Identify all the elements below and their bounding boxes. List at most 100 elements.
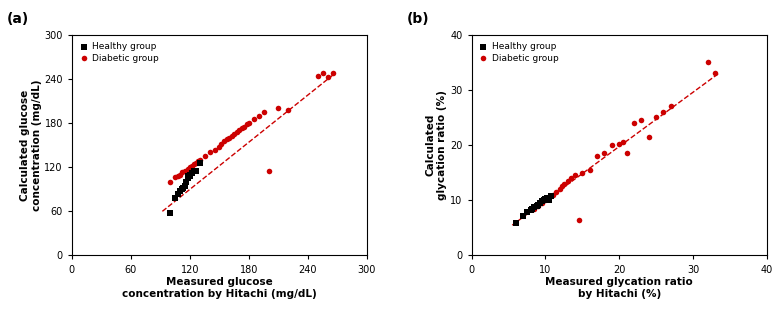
Diabetic group: [568, 173, 581, 178]
Diabetic group: [183, 165, 196, 170]
Diabetic group: [555, 184, 568, 189]
Diabetic group: [665, 104, 677, 109]
Diabetic group: [186, 163, 198, 168]
Healthy group: [528, 204, 541, 209]
Diabetic group: [605, 143, 618, 148]
Healthy group: [532, 202, 544, 207]
Diabetic group: [311, 73, 324, 78]
Diabetic group: [535, 201, 548, 206]
Healthy group: [186, 170, 198, 175]
Healthy group: [539, 197, 552, 202]
Diabetic group: [617, 140, 630, 145]
Diabetic group: [164, 179, 176, 184]
Healthy group: [182, 176, 194, 181]
Diabetic group: [248, 117, 260, 122]
Diabetic group: [532, 203, 544, 208]
Diabetic group: [218, 139, 230, 144]
Diabetic group: [191, 159, 204, 164]
Diabetic group: [282, 107, 295, 112]
Diabetic group: [182, 166, 194, 171]
Diabetic group: [528, 206, 541, 211]
Diabetic group: [628, 121, 641, 126]
Healthy group: [176, 185, 189, 190]
Healthy group: [172, 192, 184, 197]
Diabetic group: [194, 157, 206, 162]
Diabetic group: [583, 167, 596, 172]
Diabetic group: [539, 198, 552, 203]
Diabetic group: [252, 113, 265, 118]
Diabetic group: [702, 60, 714, 65]
Healthy group: [183, 172, 196, 177]
Healthy group: [174, 188, 187, 193]
Diabetic group: [572, 217, 585, 222]
Diabetic group: [176, 170, 188, 175]
Diabetic group: [203, 150, 216, 155]
Healthy group: [169, 196, 181, 201]
Healthy group: [164, 210, 176, 215]
Healthy group: [533, 201, 546, 206]
Diabetic group: [198, 154, 211, 159]
Diabetic group: [263, 168, 275, 173]
Diabetic group: [317, 70, 329, 75]
Diabetic group: [257, 109, 270, 114]
Diabetic group: [179, 168, 191, 173]
Healthy group: [187, 168, 200, 173]
Healthy group: [530, 203, 543, 208]
Healthy group: [194, 161, 206, 166]
Diabetic group: [187, 162, 200, 167]
Diabetic group: [642, 134, 655, 139]
Healthy group: [545, 193, 557, 198]
Diabetic group: [172, 174, 184, 179]
Diabetic group: [190, 160, 202, 165]
Legend: Healthy group, Diabetic group: Healthy group, Diabetic group: [76, 39, 162, 65]
Diabetic group: [543, 195, 555, 200]
Diabetic group: [576, 170, 589, 175]
Diabetic group: [326, 70, 339, 75]
Healthy group: [510, 221, 522, 226]
Diabetic group: [650, 115, 662, 120]
Healthy group: [524, 208, 537, 213]
Y-axis label: Calculated glucose
concentration (mg/dL): Calculated glucose concentration (mg/dL): [20, 79, 42, 211]
Diabetic group: [226, 133, 238, 138]
Text: (b): (b): [407, 12, 430, 26]
Diabetic group: [635, 118, 648, 123]
Healthy group: [190, 168, 202, 173]
Diabetic group: [243, 121, 256, 126]
Healthy group: [180, 179, 192, 184]
Diabetic group: [228, 131, 241, 136]
Diabetic group: [321, 75, 334, 80]
Healthy group: [543, 198, 555, 203]
Diabetic group: [238, 124, 250, 129]
Diabetic group: [591, 154, 604, 159]
Diabetic group: [209, 148, 221, 153]
Healthy group: [182, 174, 194, 179]
X-axis label: Measured glucose
concentration by Hitachi (mg/dL): Measured glucose concentration by Hitach…: [122, 277, 317, 299]
Healthy group: [526, 206, 539, 211]
Diabetic group: [233, 128, 245, 133]
X-axis label: Measured glycation ratio
by Hitachi (%): Measured glycation ratio by Hitachi (%): [546, 277, 693, 299]
Text: (a): (a): [7, 12, 29, 26]
Y-axis label: Calculated
glycation ratio (%): Calculated glycation ratio (%): [426, 90, 448, 200]
Healthy group: [176, 187, 188, 192]
Diabetic group: [230, 129, 243, 134]
Diabetic group: [709, 71, 721, 76]
Diabetic group: [546, 192, 559, 197]
Diabetic group: [554, 187, 567, 192]
Healthy group: [521, 210, 533, 215]
Diabetic group: [565, 176, 578, 181]
Diabetic group: [657, 109, 670, 114]
Legend: Healthy group, Diabetic group: Healthy group, Diabetic group: [476, 39, 561, 65]
Diabetic group: [272, 106, 285, 111]
Diabetic group: [241, 122, 253, 127]
Diabetic group: [550, 189, 563, 194]
Diabetic group: [223, 135, 235, 140]
Diabetic group: [174, 172, 187, 177]
Diabetic group: [215, 141, 227, 146]
Healthy group: [538, 198, 550, 203]
Healthy group: [535, 199, 548, 204]
Diabetic group: [598, 151, 611, 156]
Healthy group: [517, 213, 529, 218]
Healthy group: [183, 174, 196, 179]
Healthy group: [541, 195, 554, 200]
Diabetic group: [169, 175, 181, 180]
